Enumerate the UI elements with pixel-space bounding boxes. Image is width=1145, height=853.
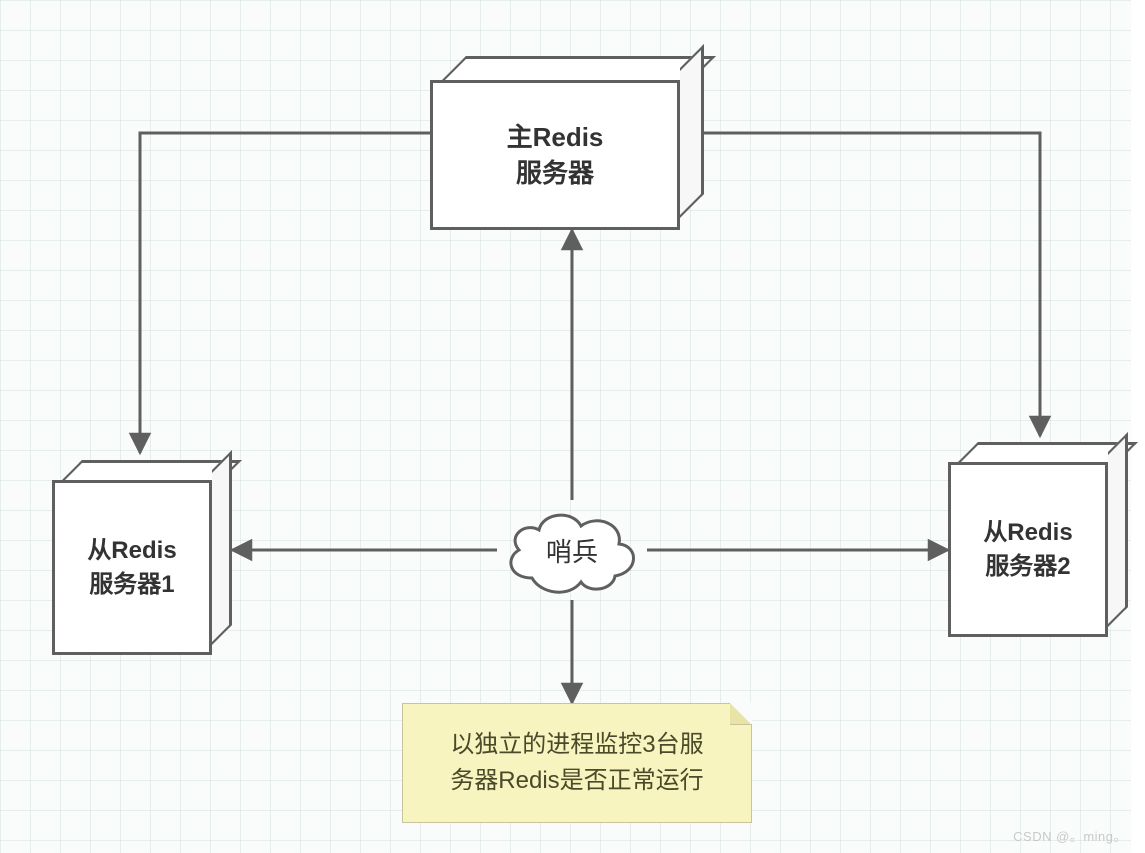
node-master-redis: 主Redis 服务器 [430, 80, 680, 230]
node-slave1-redis: 从Redis 服务器1 [52, 480, 212, 655]
edge-master-to-slave2 [703, 133, 1040, 436]
note-fold-line [730, 703, 752, 725]
node-sentinel-label: 哨兵 [546, 532, 598, 569]
node-master-line2: 服务器 [516, 155, 594, 191]
diagram-stage: 主Redis 服务器 从Redis 服务器1 从Redis 服务器2 哨兵 以独… [0, 0, 1145, 853]
node-note: 以独立的进程监控3台服 务器Redis是否正常运行 [402, 703, 752, 823]
node-slave1-line1: 从Redis [87, 534, 176, 568]
node-slave2-redis: 从Redis 服务器2 [948, 462, 1108, 637]
node-master-line1: 主Redis [507, 119, 604, 155]
node-slave2-line2: 服务器2 [985, 550, 1070, 584]
node-sentinel-cloud: 哨兵 [497, 500, 647, 600]
node-slave1-line2: 服务器1 [89, 568, 174, 602]
node-slave2-line1: 从Redis [983, 516, 1072, 550]
edge-master-to-slave1 [140, 133, 430, 453]
note-line2: 务器Redis是否正常运行 [450, 763, 703, 799]
watermark-text: CSDN @。ming。 [1013, 826, 1127, 845]
note-line1: 以独立的进程监控3台服 [450, 727, 703, 763]
